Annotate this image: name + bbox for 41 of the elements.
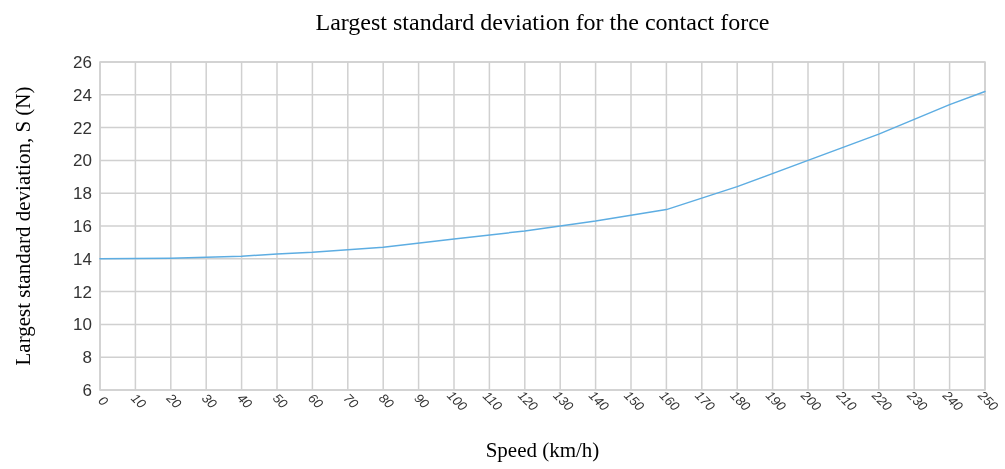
chart-title: Largest standard deviation for the contact force xyxy=(315,9,770,35)
y-tick-label: 14 xyxy=(73,249,92,269)
x-axis-title: Speed (km/h) xyxy=(485,438,600,462)
x-tick-label: 210 xyxy=(832,387,861,415)
x-tick-label: 240 xyxy=(939,387,967,415)
x-tick-label: 160 xyxy=(656,387,684,415)
x-tick-label: 70 xyxy=(340,390,362,412)
x-tick-label: 150 xyxy=(621,387,648,415)
y-tick-label: 18 xyxy=(73,184,92,204)
x-tick-label: 50 xyxy=(269,390,292,412)
x-tick-label: 250 xyxy=(974,387,1002,415)
x-tick-label: 0 xyxy=(95,392,112,410)
x-tick-label: 80 xyxy=(375,390,398,412)
y-axis-title: Largest standard deviation, S (N) xyxy=(11,86,35,366)
x-tick-label: 100 xyxy=(444,387,471,415)
x-tick-label: 110 xyxy=(479,388,506,414)
x-tick-label: 170 xyxy=(692,387,719,415)
y-tick-label: 8 xyxy=(82,348,92,368)
y-tick-label: 24 xyxy=(73,85,92,105)
y-tick-label: 16 xyxy=(73,216,92,236)
x-tick-label: 60 xyxy=(305,390,327,412)
x-tick-label: 10 xyxy=(128,390,150,412)
y-tick-label: 10 xyxy=(73,315,92,335)
y-tick-label: 26 xyxy=(73,52,92,72)
x-tick-label: 90 xyxy=(411,390,433,412)
x-tick-label: 190 xyxy=(762,387,790,415)
x-tick-label: 30 xyxy=(198,390,221,412)
y-tick-label: 22 xyxy=(73,118,92,138)
y-tick-label: 20 xyxy=(73,151,92,171)
x-tick-label: 180 xyxy=(727,387,754,415)
x-tick-label: 220 xyxy=(868,387,896,415)
line-series xyxy=(99,90,986,260)
x-tick-label: 230 xyxy=(903,387,931,415)
x-tick-label: 140 xyxy=(585,387,613,415)
y-tick-label: 12 xyxy=(73,282,92,302)
x-tick-label: 200 xyxy=(797,387,825,415)
x-tick-label: 40 xyxy=(234,390,256,412)
y-tick-label: 6 xyxy=(82,380,92,400)
x-tick-label: 120 xyxy=(515,387,542,415)
x-tick-label: 130 xyxy=(550,387,577,415)
x-tick-label: 20 xyxy=(162,389,185,412)
